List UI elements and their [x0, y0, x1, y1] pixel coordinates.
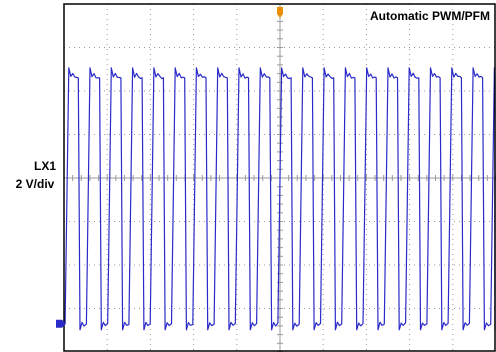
trigger-position-marker: [277, 7, 283, 18]
plot-frame: [63, 3, 496, 352]
chart-title: Automatic PWM/PFM: [370, 9, 490, 23]
lx1-waveform-trace: [63, 67, 496, 331]
channel-name-label: LX1: [34, 159, 56, 173]
channel-ground-marker: [56, 319, 66, 328]
lx1-trace-group: [63, 67, 496, 331]
channel-scale-label: 2 V/div: [16, 177, 55, 191]
